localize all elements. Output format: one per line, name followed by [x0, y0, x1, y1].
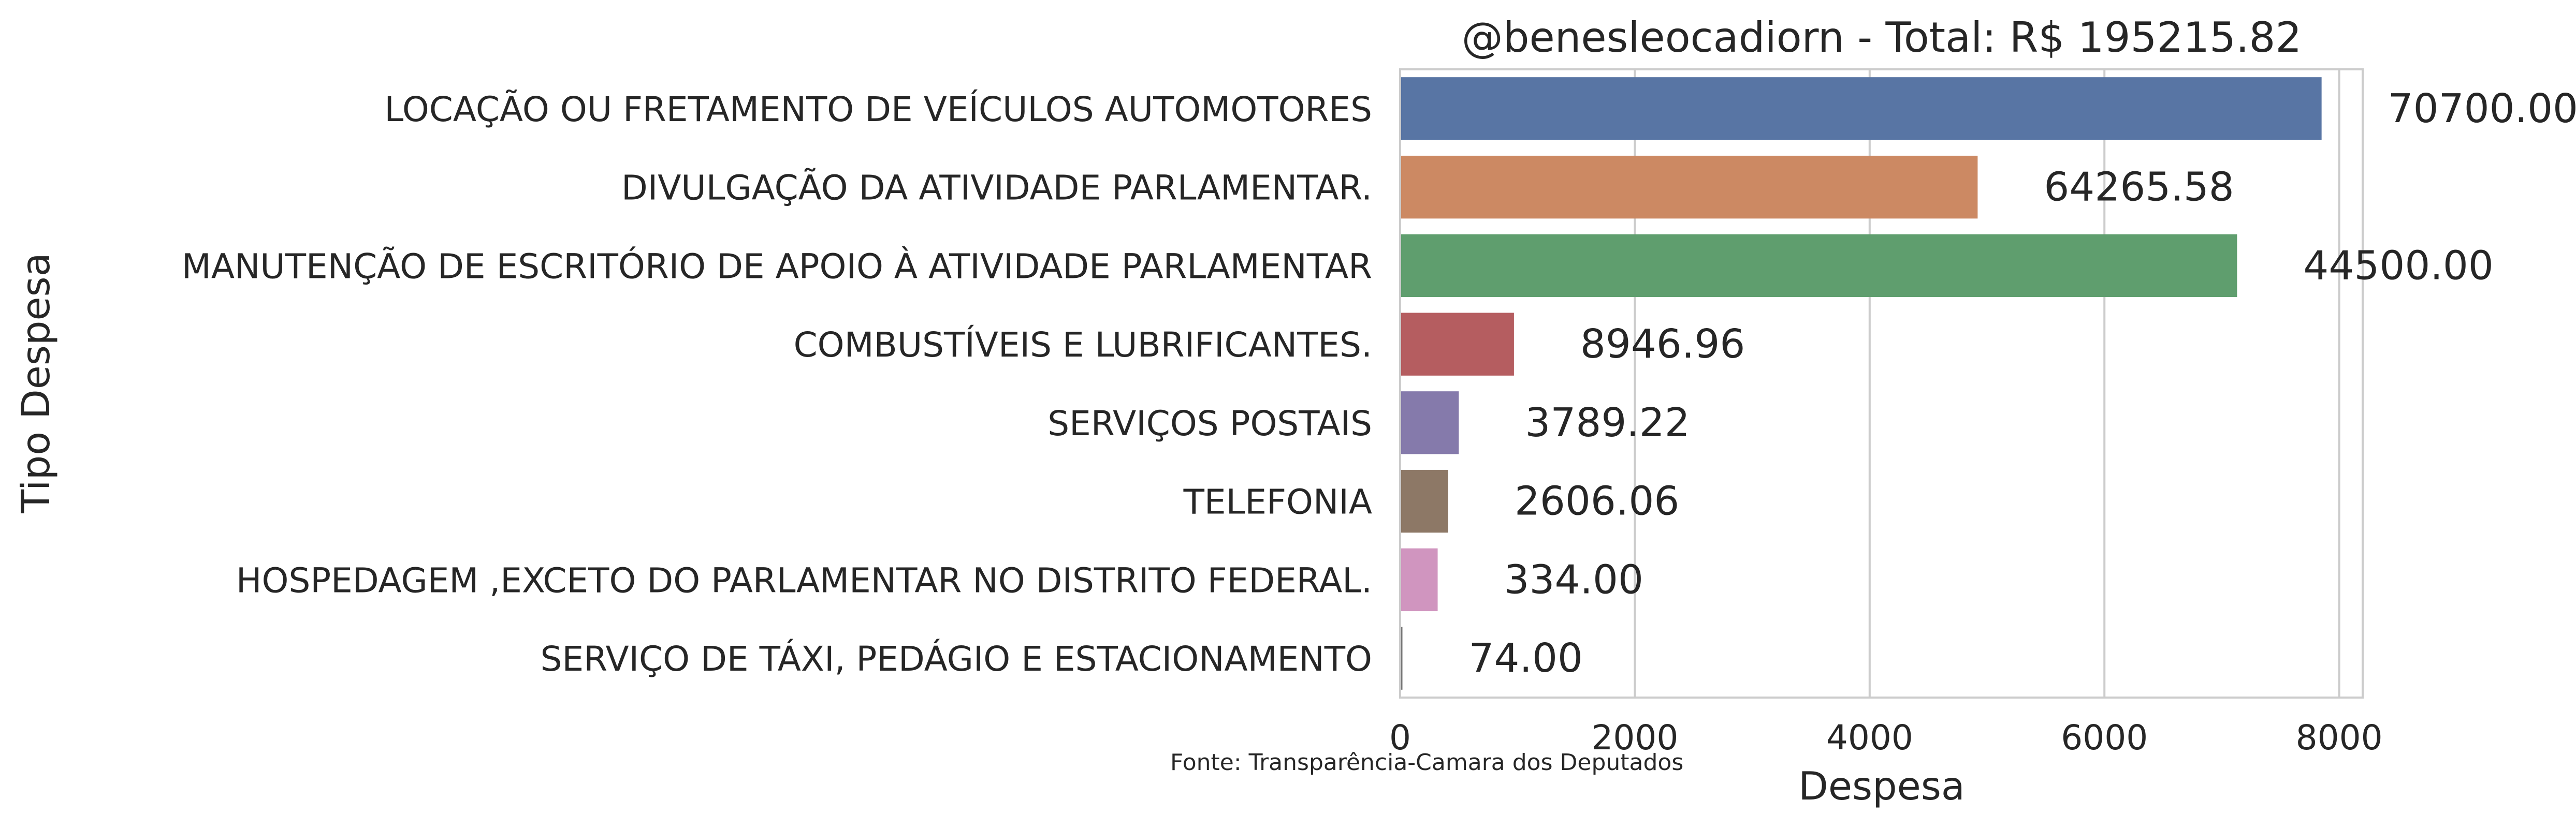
category-label: MANUTENÇÃO DE ESCRITÓRIO DE APOIO À ATIV… — [182, 246, 1372, 286]
value-label: 8946.96 — [1580, 321, 1745, 367]
bar — [1400, 627, 1403, 690]
value-label: 64265.58 — [2044, 165, 2234, 211]
x-tick-label: 8000 — [2296, 718, 2383, 758]
bar — [1400, 548, 1438, 612]
category-label: SERVIÇO DE TÁXI, PEDÁGIO E ESTACIONAMENT… — [541, 639, 1372, 679]
category-label: LOCAÇÃO OU FRETAMENTO DE VEÍCULOS AUTOMO… — [384, 89, 1372, 129]
category-labels: LOCAÇÃO OU FRETAMENTO DE VEÍCULOS AUTOMO… — [182, 89, 1372, 679]
category-label: DIVULGAÇÃO DA ATIVIDADE PARLAMENTAR. — [621, 168, 1372, 208]
x-tick-label: 6000 — [2061, 718, 2148, 758]
x-tick-label: 4000 — [1826, 718, 1913, 758]
bar — [1400, 391, 1459, 454]
category-label: COMBUSTÍVEIS E LUBRIFICANTES. — [794, 324, 1372, 365]
x-tick-labels: 0 2000 4000 6000 8000 — [1389, 718, 2383, 758]
value-label: 44500.00 — [2303, 243, 2493, 289]
x-tick-label: 2000 — [1591, 718, 1678, 758]
category-label: TELEFONIA — [1183, 482, 1372, 522]
category-label: HOSPEDAGEM ,EXCETO DO PARLAMENTAR NO DIS… — [236, 560, 1372, 600]
chart-title: @benesleocadiorn - Total: R$ 195215.82 — [1462, 13, 2302, 62]
bars — [1400, 77, 2322, 690]
bar — [1400, 77, 2322, 140]
bar — [1400, 155, 1978, 219]
value-label: 74.00 — [1469, 635, 1583, 682]
y-axis-label: Tipo Despesa — [13, 253, 59, 513]
value-labels: 70700.00 64265.58 44500.00 8946.96 3789.22 26… — [1469, 86, 2576, 682]
value-label: 70700.00 — [2388, 86, 2576, 132]
plot-frame — [1399, 68, 2364, 699]
x-tick-label: 0 — [1389, 718, 1411, 758]
category-label: SERVIÇOS POSTAIS — [1047, 404, 1372, 443]
bar — [1400, 234, 2237, 298]
value-label: 2606.06 — [1515, 479, 1679, 525]
x-axis-label: Despesa — [1798, 763, 1965, 809]
source-note: Fonte: Transparência-Camara dos Deputado… — [1170, 749, 1683, 776]
value-label: 334.00 — [1504, 557, 1643, 603]
value-label: 3789.22 — [1525, 400, 1690, 446]
bar — [1400, 313, 1514, 376]
bar — [1400, 469, 1448, 533]
